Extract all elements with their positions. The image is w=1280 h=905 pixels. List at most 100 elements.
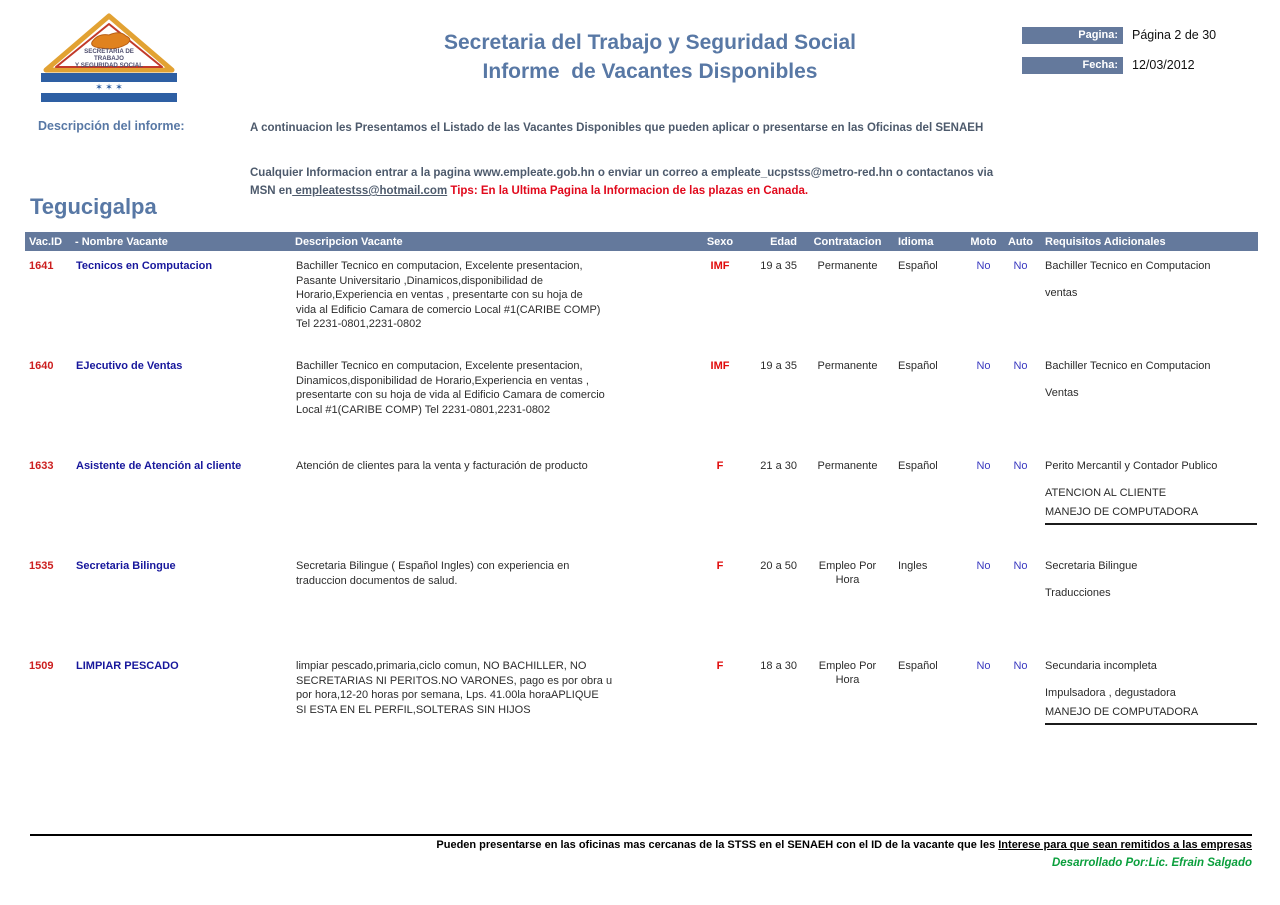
vacancy-id: 1535: [29, 560, 54, 572]
vacancy-edad: 21 a 30: [760, 460, 797, 472]
table-header-row: Vac.ID - Nombre Vacante Descripcion Vaca…: [25, 232, 1258, 251]
vacancy-sexo: F: [716, 560, 724, 572]
table-row: 1640 EJecutivo de Ventas Bachiller Tecni…: [25, 351, 1258, 451]
pagina-label: Pagina:: [1022, 27, 1123, 44]
vacancy-contratacion: Empleo Por Hora: [818, 560, 877, 586]
description-block: A continuacion les Presentamos el Listad…: [250, 119, 1265, 200]
requisito-line: Secundaria incompleta: [1045, 660, 1157, 672]
requisito-line: Bachiller Tecnico en Computacion: [1045, 360, 1211, 372]
requisito-line: MANEJO DE COMPUTADORA: [1045, 506, 1199, 518]
pagina-value: Página 2 de 30: [1132, 28, 1217, 42]
description-paragraph-1: A continuacion les Presentamos el Listad…: [250, 122, 984, 134]
table-row: 1535 Secretaria Bilingue Secretaria Bili…: [25, 551, 1258, 651]
description-label: Descripción del informe:: [38, 119, 185, 133]
description-paragraph-2-text: Cualquier Informacion entrar a la pagina…: [250, 167, 994, 197]
vacancy-description: Bachiller Tecnico en computacion, Excele…: [296, 260, 601, 330]
requisitos-underline: [1045, 523, 1257, 525]
vacancy-requisitos: Bachiller Tecnico en Computacion Ventas: [1039, 359, 1258, 400]
vacancy-moto: No: [976, 360, 991, 372]
logo-emblem: [91, 32, 131, 50]
requisito-line: Bachiller Tecnico en Computacion: [1045, 260, 1211, 272]
vacancy-description: Secretaria Bilingue ( Español Ingles) co…: [296, 560, 570, 587]
logo-flag-bar-bottom: [41, 93, 177, 102]
vacancy-auto: No: [1013, 560, 1028, 572]
vacancy-edad: 19 a 35: [760, 260, 797, 272]
vacancy-sexo: F: [716, 660, 724, 672]
vacancy-idioma: Español: [898, 260, 938, 272]
table-row: 1633 Asistente de Atención al cliente At…: [25, 451, 1258, 551]
description-tips: Tips: En la Ultima Pagina la Informacion…: [450, 185, 809, 197]
footer-note-plain: Pueden presentarse en las oficinas mas c…: [436, 839, 999, 851]
stss-logo: SECRETARIA DE TRABAJO Y SEGURIDAD SOCIAL…: [41, 13, 177, 102]
vacancy-idioma: Español: [898, 660, 938, 672]
vacancy-idioma: Español: [898, 360, 938, 372]
vacancy-id: 1509: [29, 660, 54, 672]
vacancy-id: 1640: [29, 360, 54, 372]
requisito-line: Secretaria Bilingue: [1045, 560, 1138, 572]
requisito-line: Impulsadora , degustadora: [1045, 687, 1176, 699]
vacancy-name: Asistente de Atención al cliente: [76, 460, 242, 472]
vacancy-name: Secretaria Bilingue: [76, 560, 176, 572]
vacancy-moto: No: [976, 460, 991, 472]
vacancy-moto: No: [976, 260, 991, 272]
logo-flag-stars: ✶ ✶ ✶: [95, 82, 123, 92]
vacancy-auto: No: [1013, 360, 1028, 372]
fecha-label: Fecha:: [1022, 57, 1123, 74]
vacancy-id: 1641: [29, 260, 54, 272]
vacancy-id: 1633: [29, 460, 54, 472]
vacancy-edad: 19 a 35: [760, 360, 797, 372]
vacancy-sexo: IMF: [710, 360, 730, 372]
vacancy-description: Bachiller Tecnico en computacion, Excele…: [296, 360, 605, 416]
requisito-line: ATENCION AL CLIENTE: [1045, 487, 1167, 499]
vacancy-description: Atención de clientes para la venta y fac…: [296, 460, 588, 472]
report-title-line2: Informe de Vacantes Disponibles: [482, 60, 818, 83]
header-nombre-vacante: - Nombre Vacante: [75, 235, 168, 248]
email-link[interactable]: empleatestss@hotmail.com: [292, 185, 448, 197]
logo-flag-bar-top: [41, 73, 177, 82]
footer-divider: [30, 834, 1252, 836]
vacancy-name: EJecutivo de Ventas: [76, 360, 183, 372]
vacancy-auto: No: [1013, 260, 1028, 272]
vacancy-auto: No: [1013, 660, 1028, 672]
requisito-line: MANEJO DE COMPUTADORA: [1045, 706, 1199, 718]
vacancy-idioma: Español: [898, 460, 938, 472]
description-paragraph-2: Cualquier Informacion entrar a la pagina…: [250, 146, 1265, 200]
vacancy-contratacion: Permanente: [817, 360, 878, 372]
requisito-line: Perito Mercantil y Contador Publico: [1045, 460, 1218, 472]
report-title: Secretaria del Trabajo y Seguridad Socia…: [280, 28, 1020, 86]
logo-text-line2: TRABAJO: [94, 55, 124, 62]
vacancy-sexo: F: [716, 460, 724, 472]
vacancy-requisitos: Bachiller Tecnico en Computacion ventas: [1039, 259, 1258, 300]
header-vacid: Vac.ID: [29, 235, 63, 248]
vacancy-idioma: Ingles: [898, 560, 928, 572]
vacancy-requisitos: Perito Mercantil y Contador Publico ATENC…: [1039, 459, 1258, 525]
vacancy-edad: 18 a 30: [760, 660, 797, 672]
requisitos-underline: [1045, 723, 1257, 725]
header-contratacion: Contratacion: [813, 235, 882, 248]
header-edad: Edad: [770, 235, 797, 248]
header-descripcion-vacante: Descripcion Vacante: [295, 235, 403, 248]
header-idioma: Idioma: [898, 235, 934, 248]
vacancy-name: LIMPIAR PESCADO: [76, 660, 179, 672]
logo-text-line3: Y SEGURIDAD SOCIAL: [75, 62, 143, 69]
vacancy-moto: No: [976, 560, 991, 572]
footer-note: Pueden presentarse en las oficinas mas c…: [30, 839, 1252, 851]
vacancy-name: Tecnicos en Computacion: [76, 260, 213, 272]
report-title-line1: Secretaria del Trabajo y Seguridad Socia…: [443, 31, 856, 54]
vacancy-requisitos: Secretaria Bilingue Traducciones: [1039, 559, 1258, 600]
header-auto: Auto: [1007, 235, 1034, 248]
requisito-line: Ventas: [1045, 387, 1079, 399]
vacancy-contratacion: Permanente: [817, 260, 878, 272]
table-body: 1641 Tecnicos en Computacion Bachiller T…: [25, 251, 1258, 751]
vacancy-auto: No: [1013, 460, 1028, 472]
footer-note-underlined: Interese para que sean remitidos a las e…: [998, 839, 1252, 851]
logo-text-line1: SECRETARIA DE: [84, 48, 134, 55]
city-heading: Tegucigalpa: [30, 194, 157, 219]
vacancy-description: limpiar pescado,primaria,ciclo comun, NO…: [296, 660, 613, 716]
fecha-value: 12/03/2012: [1132, 58, 1195, 72]
requisito-line: Traducciones: [1045, 587, 1111, 599]
vacancy-edad: 20 a 50: [760, 560, 797, 572]
footer-credit: Desarrollado Por:Lic. Efrain Salgado: [1051, 857, 1252, 869]
header-sexo: Sexo: [706, 235, 734, 248]
